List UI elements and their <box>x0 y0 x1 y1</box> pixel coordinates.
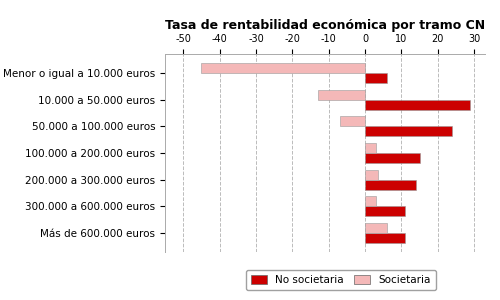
Bar <box>365 73 387 83</box>
Bar <box>365 180 416 190</box>
Bar <box>340 116 365 126</box>
Bar <box>365 233 405 243</box>
Bar <box>365 206 405 216</box>
Bar <box>365 169 378 180</box>
Bar <box>365 143 376 153</box>
Bar <box>202 63 365 73</box>
Bar <box>365 100 470 110</box>
Legend: No societaria, Societaria: No societaria, Societaria <box>246 270 436 290</box>
Bar <box>365 126 452 136</box>
Title: Tasa de rentabilidad económica por tramo CN: Tasa de rentabilidad económica por tramo… <box>165 19 485 32</box>
Bar <box>365 196 376 206</box>
Bar <box>365 153 420 163</box>
Bar <box>365 223 387 233</box>
Bar <box>318 90 365 100</box>
